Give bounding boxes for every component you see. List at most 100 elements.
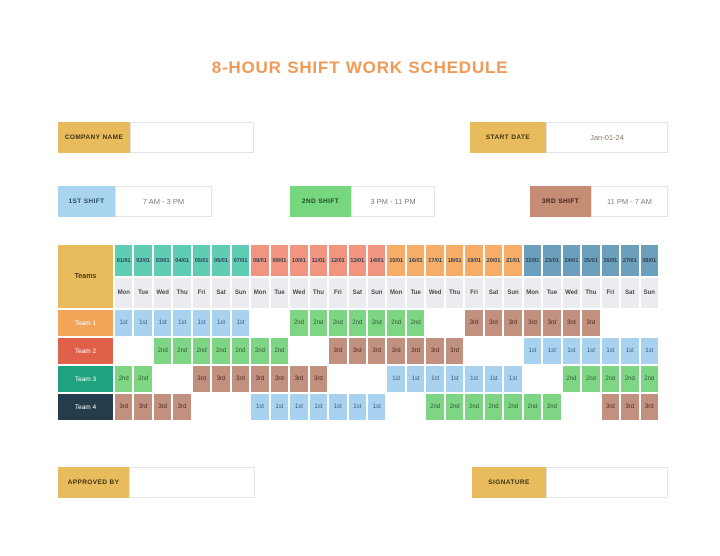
date-cell: 18/01	[445, 245, 464, 276]
shift-cell: 2nd	[484, 394, 503, 420]
shift-cell: 3rd	[562, 310, 581, 336]
shift-cell: 2nd	[445, 394, 464, 420]
shift-cell: 3rd	[192, 366, 211, 392]
date-cell: 10/01	[290, 245, 308, 276]
date-cell: 15/01	[387, 245, 405, 276]
date-cell: 28/01	[640, 245, 658, 276]
team-label-3: Team 3	[58, 366, 113, 392]
date-cell: 14/01	[368, 245, 386, 276]
date-cell: 22/01	[523, 245, 542, 276]
shift-cell: 1st	[445, 366, 464, 392]
shift-cell: 2nd	[212, 338, 230, 364]
shift-cell: 2nd	[134, 366, 152, 392]
off-cell	[115, 338, 133, 364]
start-date-field-group: START DATE Jan-01-24	[470, 122, 668, 153]
second-shift-legend: 2ND SHIFT 3 PM - 11 PM	[290, 186, 435, 217]
day-cell: Fri	[465, 278, 483, 308]
off-cell	[387, 394, 405, 420]
off-cell	[251, 310, 269, 336]
first-shift-legend: 1ST SHIFT 7 AM - 3 PM	[58, 186, 212, 217]
start-date-label: START DATE	[470, 122, 546, 153]
signature-input[interactable]	[546, 467, 668, 498]
shift-cell: 3rd	[231, 366, 250, 392]
day-cell: Sat	[621, 278, 639, 308]
team-label-1: Team 1	[58, 310, 113, 336]
team-label-2: Team 2	[58, 338, 113, 364]
date-cell: 08/01	[251, 245, 269, 276]
shift-cell: 3rd	[173, 394, 191, 420]
shift-cell: 1st	[290, 394, 308, 420]
shift-cell: 2nd	[543, 394, 561, 420]
shift-cell: 3rd	[387, 338, 405, 364]
shift-cell: 1st	[465, 366, 483, 392]
day-cell: Wed	[426, 278, 444, 308]
date-cell: 23/01	[543, 245, 561, 276]
shift-cell: 3rd	[153, 394, 172, 420]
shift-cell: 3rd	[504, 310, 522, 336]
off-cell	[290, 338, 308, 364]
date-cell: 27/01	[621, 245, 639, 276]
day-cell: Thu	[445, 278, 464, 308]
shift-cell: 2nd	[329, 310, 347, 336]
off-cell	[368, 366, 386, 392]
shift-cell: 2nd	[251, 338, 269, 364]
date-cell: 11/01	[309, 245, 328, 276]
date-cell: 02/01	[134, 245, 152, 276]
shift-cell: 2nd	[309, 310, 328, 336]
shift-cell: 2nd	[192, 338, 211, 364]
date-cell: 21/01	[504, 245, 522, 276]
shift-cell: 3rd	[348, 338, 367, 364]
shift-cell: 3rd	[212, 366, 230, 392]
off-cell	[582, 394, 600, 420]
shift-cell: 3rd	[368, 338, 386, 364]
shift-cell: 3rd	[290, 366, 308, 392]
shift-cell: 1st	[192, 310, 211, 336]
shift-cell: 1st	[173, 310, 191, 336]
day-cell: Mon	[523, 278, 542, 308]
company-name-label: COMPANY NAME	[58, 122, 130, 153]
day-cell: Wed	[290, 278, 308, 308]
date-cell: 26/01	[601, 245, 620, 276]
date-cell: 09/01	[270, 245, 289, 276]
shift-cell: 2nd	[426, 394, 444, 420]
shift-cell: 2nd	[270, 338, 289, 364]
shift-cell: 1st	[543, 338, 561, 364]
shift-cell: 3rd	[270, 366, 289, 392]
shift-cell: 1st	[426, 366, 444, 392]
day-cell: Sun	[504, 278, 522, 308]
company-name-input[interactable]	[130, 122, 254, 153]
off-cell	[329, 366, 347, 392]
shift-cell: 1st	[309, 394, 328, 420]
approved-by-input[interactable]	[129, 467, 255, 498]
shift-cell: 2nd	[231, 338, 250, 364]
shift-cell: 1st	[270, 394, 289, 420]
shift-cell: 1st	[601, 338, 620, 364]
start-date-input[interactable]: Jan-01-24	[546, 122, 668, 153]
day-cell: Fri	[192, 278, 211, 308]
shift-cell: 1st	[134, 310, 152, 336]
shift-cell: 3rd	[406, 338, 425, 364]
schedule-table: Teams 01/01 02/01 03/01 04/01 05/01 06/01 07/01…	[58, 245, 658, 425]
signature-field-group: SIGNATURE	[472, 467, 668, 498]
off-cell	[562, 394, 581, 420]
approved-by-field-group: APPROVED BY	[58, 467, 255, 498]
off-cell	[445, 310, 464, 336]
shift-cell: 3rd	[134, 394, 152, 420]
off-cell	[173, 366, 191, 392]
shift-cell: 3rd	[445, 338, 464, 364]
shift-cell: 2nd	[290, 310, 308, 336]
shift-cell: 3rd	[523, 310, 542, 336]
shift-cell: 3rd	[621, 394, 639, 420]
shift-cell: 2nd	[582, 366, 600, 392]
date-cell: 04/01	[173, 245, 191, 276]
off-cell	[348, 366, 367, 392]
page-title: 8-HOUR SHIFT WORK SCHEDULE	[211, 58, 509, 77]
signature-label: SIGNATURE	[472, 467, 546, 498]
off-cell	[484, 338, 503, 364]
off-cell	[212, 394, 230, 420]
shift-cell: 2nd	[601, 366, 620, 392]
date-cell: 05/01	[192, 245, 211, 276]
day-cell: Mon	[251, 278, 269, 308]
first-shift-time: 7 AM - 3 PM	[115, 186, 212, 217]
day-cell: Fri	[601, 278, 620, 308]
